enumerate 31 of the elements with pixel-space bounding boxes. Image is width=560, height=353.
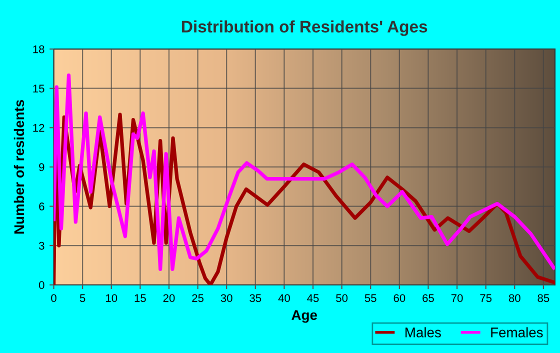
x-tick-label: 85 bbox=[538, 294, 550, 302]
x-axis-title: Age bbox=[292, 310, 318, 323]
x-tick-label: 25 bbox=[192, 294, 204, 302]
y-tick-label: 0 bbox=[38, 281, 44, 290]
y-axis-title: Number of residents bbox=[14, 100, 24, 234]
x-tick-label: 10 bbox=[106, 294, 118, 302]
x-tick-label: 50 bbox=[336, 294, 348, 302]
y-tick-label: 6 bbox=[39, 202, 44, 210]
x-tick-label: 5 bbox=[80, 294, 86, 302]
y-tick-label: 12 bbox=[33, 124, 44, 132]
x-tick-label: 60 bbox=[394, 294, 406, 302]
chart-title: Distribution of Residents' Ages bbox=[182, 20, 428, 36]
x-tick-label: 35 bbox=[250, 294, 262, 302]
x-tick-label: 45 bbox=[307, 294, 319, 302]
x-tick-label: 20 bbox=[163, 294, 175, 302]
x-tick-label: 80 bbox=[508, 294, 520, 302]
x-tick-label: 65 bbox=[422, 294, 434, 302]
x-tick-label: 0 bbox=[51, 294, 56, 302]
legend-label: Males bbox=[406, 327, 441, 338]
x-tick-label: 75 bbox=[480, 294, 492, 302]
y-tick-label: 3 bbox=[38, 242, 44, 250]
x-tick-label: 15 bbox=[134, 294, 146, 302]
x-tick-label: 55 bbox=[364, 294, 376, 302]
line-series bbox=[54, 73, 555, 271]
x-tick-label: 30 bbox=[220, 294, 232, 302]
x-tick-label: 70 bbox=[451, 294, 463, 302]
x-tick-label: 40 bbox=[278, 294, 290, 302]
y-tick-label: 15 bbox=[33, 84, 44, 93]
y-tick-label: 18 bbox=[33, 45, 44, 54]
y-tick-label: 9 bbox=[39, 163, 44, 172]
legend-label: Females bbox=[491, 327, 543, 338]
